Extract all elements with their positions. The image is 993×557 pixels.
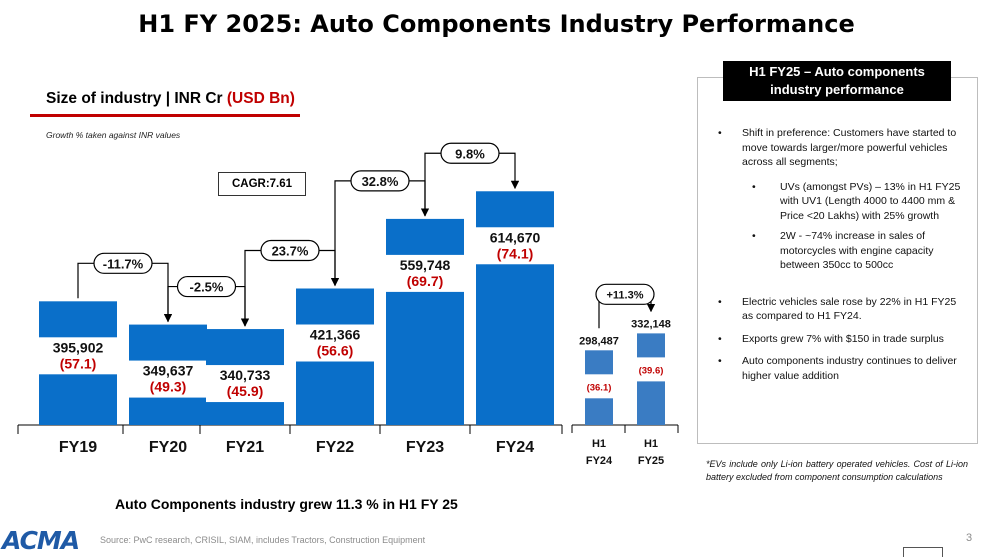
h1-growth-pill: [595, 283, 655, 305]
bar-label-gap-5: [476, 227, 554, 265]
cagr-box: CAGR:7.61: [218, 172, 306, 196]
h1-x-label-line1-0: H1: [592, 438, 606, 450]
bullet-value-addition: Auto components industry continues to de…: [718, 354, 970, 383]
usd-label-0: (57.1): [60, 355, 97, 371]
usd-label-4: (69.7): [407, 273, 444, 289]
growth-label-4: 9.8%: [455, 146, 485, 161]
bar-label-gap-3: [296, 324, 374, 362]
growth-label-2: 23.7%: [272, 244, 309, 259]
bar-label-gap-0: [39, 337, 117, 375]
growth-note: Growth % taken against INR values: [46, 130, 181, 140]
x-tick-label-fy24: FY24: [496, 439, 534, 456]
usd-label-3: (56.6): [317, 343, 354, 359]
h1-usd-label-1: (39.6): [639, 365, 664, 376]
x-tick-label-fy20: FY20: [149, 439, 187, 456]
growth-label-3: 32.8%: [362, 174, 399, 189]
x-tick-label-fy19: FY19: [59, 439, 97, 456]
x-tick-label-fy21: FY21: [226, 439, 264, 456]
panel-heading-line-1: H1 FY25 – Auto components: [749, 64, 925, 79]
h1-bar-gap-0: [585, 374, 613, 399]
value-label-3: 421,366: [310, 327, 361, 343]
corner-box: [903, 547, 943, 557]
h1-value-label-0: 298,487: [579, 335, 619, 347]
growth-connector-4: [424, 152, 515, 216]
growth-pill-4: [440, 142, 500, 164]
conclusion-text: Auto Components industry grew 11.3 % in …: [115, 496, 458, 512]
bar-label-gap-2: [206, 365, 284, 403]
usd-label-2: (45.9): [227, 383, 264, 399]
ev-footnote: *EVs include only Li-ion battery operate…: [706, 459, 968, 482]
h1-growth-label: +11.3%: [606, 289, 643, 301]
bar-fy24: [476, 191, 554, 425]
h1-x-label-line2-1: FY25: [638, 455, 664, 467]
bullet-2w: 2W - ~74% increase in sales of motorcycl…: [752, 229, 970, 273]
subtitle-usd: (USD Bn): [226, 90, 295, 107]
growth-pill-2: [260, 239, 320, 262]
growth-label-0: -11.7%: [103, 256, 144, 271]
source-note: Source: PwC research, CRISIL, SIAM, incl…: [100, 535, 426, 545]
usd-label-1: (49.3): [150, 379, 187, 395]
h1-bar-gap-1: [637, 357, 665, 382]
bar-label-gap-1: [129, 360, 207, 398]
bullet-shift-preference: Shift in preference: Customers have star…: [718, 126, 970, 170]
bar-label-gap-4: [386, 254, 464, 292]
bullet-exports: Exports grew 7% with $150 in trade surpl…: [718, 332, 970, 347]
panel-heading: H1 FY25 – Auto components industry perfo…: [723, 61, 951, 101]
subtitle-inr: Size of industry | INR Cr: [46, 90, 227, 107]
panel-bullets: Shift in preference: Customers have star…: [718, 126, 970, 391]
acma-logo: ACMA: [2, 526, 80, 555]
value-label-4: 559,748: [400, 257, 451, 273]
value-label-0: 395,902: [53, 339, 104, 355]
x-tick-label-fy23: FY23: [406, 439, 444, 456]
growth-pill-3: [350, 170, 410, 192]
h1-x-label-line2-0: FY24: [586, 455, 613, 467]
h1-value-label-1: 332,148: [631, 318, 671, 330]
growth-pill-0: [93, 252, 153, 274]
bullet-ev: Electric vehicles sale rose by 22% in H1…: [718, 295, 970, 324]
value-label-2: 340,733: [220, 367, 271, 383]
chart-subtitle: Size of industry | INR Cr (USD Bn): [46, 90, 295, 108]
x-tick-label-fy22: FY22: [316, 439, 354, 456]
value-label-5: 614,670: [490, 229, 541, 245]
usd-label-5: (74.1): [497, 245, 534, 261]
growth-pill-1: [176, 275, 237, 298]
panel-heading-line-2: industry performance: [770, 82, 904, 97]
h1-usd-label-0: (36.1): [587, 382, 612, 393]
value-label-1: 349,637: [143, 363, 194, 379]
page-title: H1 FY 2025: Auto Components Industry Per…: [138, 10, 855, 38]
growth-label-1: -2.5%: [190, 280, 224, 295]
h1-x-label-line1-1: H1: [644, 438, 658, 450]
page-number: 3: [966, 532, 973, 544]
bullet-uvs: UVs (amongst PVs) – 13% in H1 FY25 with …: [752, 180, 970, 224]
subtitle-underline: [30, 114, 300, 117]
bar-fy23: [386, 218, 464, 425]
